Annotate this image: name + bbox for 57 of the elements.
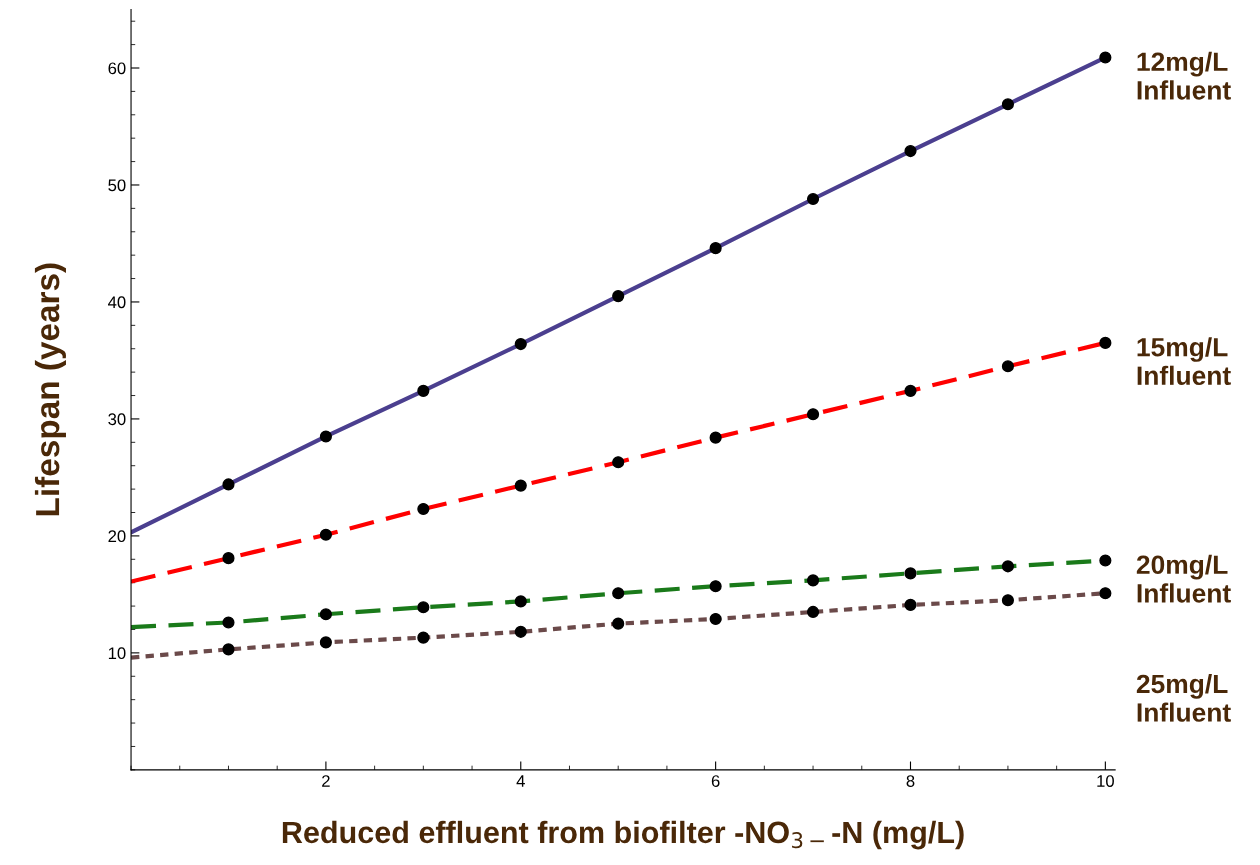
point <box>319 608 332 621</box>
y-tick-label: 30 <box>108 413 126 426</box>
point <box>319 430 332 443</box>
point <box>1099 554 1112 567</box>
y-tick-label: 60 <box>108 62 126 75</box>
point <box>904 567 917 580</box>
point <box>806 408 820 421</box>
x-tick-label: 4 <box>516 775 525 787</box>
y-axis-title: Lifespan (years) <box>34 263 66 516</box>
point <box>222 616 235 629</box>
point <box>514 595 527 608</box>
y-tick-label: 20 <box>108 530 126 543</box>
x-tick-label: 8 <box>906 775 915 787</box>
point <box>417 502 430 516</box>
series-label: 20mg/L Influent <box>1136 554 1231 603</box>
y-tick-label: 10 <box>108 647 126 660</box>
point <box>612 587 625 600</box>
point <box>904 598 917 611</box>
point <box>1001 98 1014 111</box>
point <box>1099 587 1112 600</box>
point <box>806 192 820 206</box>
point <box>709 431 722 444</box>
point <box>806 605 820 619</box>
series-label: 12mg/L Influent <box>1137 51 1231 100</box>
x-axis-title: Reduced effluent from biofilter -NO$_{3−}$-N (mg/L) <box>282 820 964 850</box>
point <box>417 601 430 614</box>
point <box>904 144 917 158</box>
x-tick-label: 10 <box>1097 775 1114 787</box>
point <box>222 643 235 656</box>
point <box>904 384 917 397</box>
point <box>417 631 430 644</box>
point <box>319 528 332 541</box>
point <box>1001 560 1014 573</box>
series-label: 15mg/L Influent <box>1137 337 1231 386</box>
point <box>1099 51 1112 64</box>
point <box>514 625 527 638</box>
point <box>612 456 625 469</box>
point <box>612 290 625 303</box>
point <box>709 580 722 593</box>
point <box>1001 594 1014 607</box>
point <box>1099 336 1112 349</box>
point <box>222 478 235 491</box>
point <box>417 384 430 397</box>
y-tick-label: 40 <box>108 296 126 309</box>
point <box>709 612 722 626</box>
point <box>514 479 527 492</box>
point <box>612 617 625 630</box>
y-tick-label: 50 <box>108 179 126 192</box>
point <box>709 242 722 255</box>
point <box>806 574 820 587</box>
x-tick-label: 2 <box>322 775 330 787</box>
point <box>319 636 332 649</box>
point <box>222 552 235 565</box>
x-tick-label: 6 <box>711 775 720 787</box>
text: 25mg/L Influent <box>1136 673 1231 722</box>
point <box>514 337 527 351</box>
point <box>1001 360 1014 373</box>
